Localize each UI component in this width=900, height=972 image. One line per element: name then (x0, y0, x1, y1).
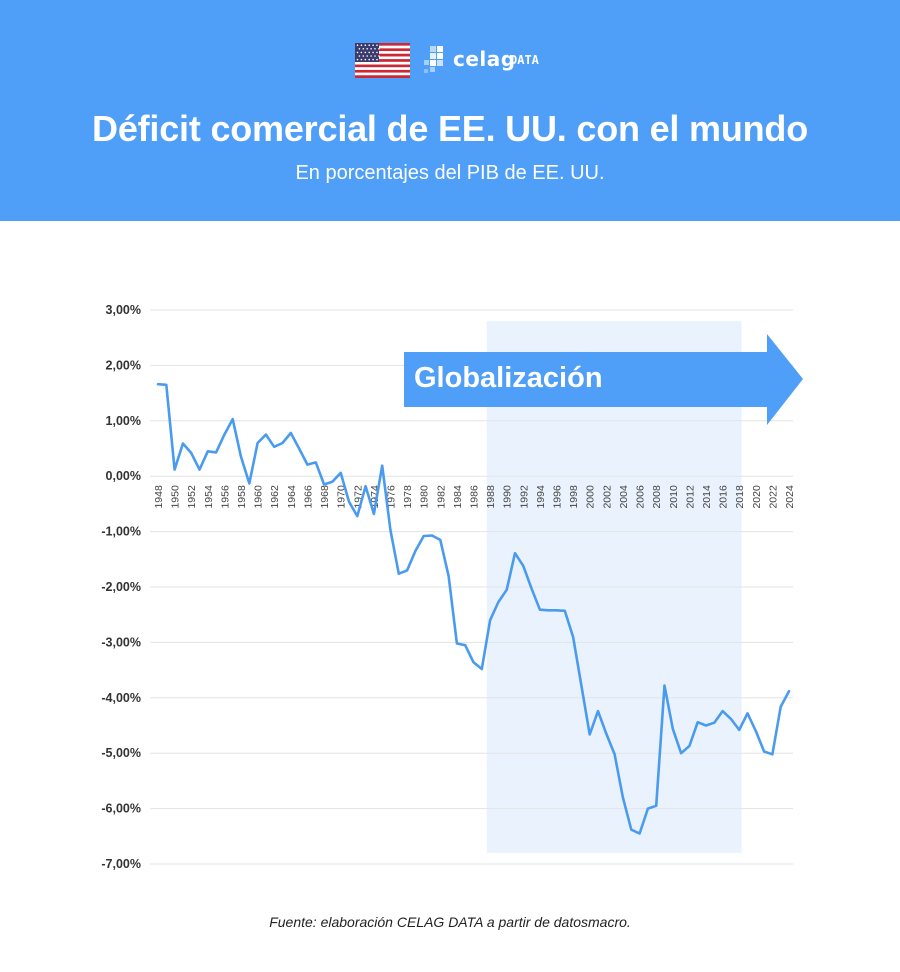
x-tick-label: 1950 (170, 485, 182, 509)
source-note: Fuente: elaboración CELAG DATA a partir … (269, 914, 631, 930)
x-tick-label: 2020 (751, 485, 763, 509)
y-tick-label: -5,00% (101, 746, 141, 760)
y-tick-label: 1,00% (106, 414, 141, 428)
x-tick-label: 2000 (585, 485, 597, 509)
x-tick-label: 1984 (452, 485, 464, 509)
y-tick-label: -7,00% (101, 857, 141, 871)
x-tick-label: 1954 (203, 485, 215, 509)
y-tick-label: -6,00% (101, 802, 141, 816)
x-tick-label: 1990 (502, 485, 514, 509)
y-tick-label: 2,00% (106, 358, 141, 372)
x-tick-label: 1998 (568, 485, 580, 509)
series-line (156, 382, 791, 835)
x-tick-label: 1996 (552, 485, 564, 509)
y-tick-label: -4,00% (101, 691, 141, 705)
line-chart: 3,00% 2,00% 1,00% 0,00% -1,00% -2,00% -3,00% -4… (101, 303, 803, 871)
x-tick-label: 1952 (186, 485, 198, 509)
x-tick-label: 2014 (701, 485, 713, 509)
us-flag-icon (355, 43, 410, 78)
x-tick-label: 1964 (286, 485, 298, 509)
logo-suffix: DATA (510, 53, 539, 67)
header-banner: celag DATA Déficit comercial de EE. UU. … (0, 0, 900, 221)
x-tick-label: 1960 (253, 485, 265, 509)
x-tick-label: 2002 (601, 485, 613, 509)
y-tick-label: 0,00% (106, 469, 141, 483)
x-tick-label: 1994 (535, 485, 547, 509)
x-tick-label: 2004 (618, 485, 630, 509)
arrow-label: Globalización (414, 362, 603, 394)
celag-data-logo: celag DATA (424, 44, 554, 78)
pixel-logo-icon (424, 46, 443, 73)
x-tick-label: 1988 (485, 485, 497, 509)
x-tick-label: 1976 (385, 485, 397, 509)
y-tick-label: -3,00% (101, 635, 141, 649)
y-tick-label: -2,00% (101, 580, 141, 594)
globalization-arrow: Globalización (404, 334, 803, 425)
x-tick-label: 2008 (651, 485, 663, 509)
x-tick-label: 1968 (319, 485, 331, 509)
chart-subtitle: En porcentajes del PIB de EE. UU. (295, 162, 605, 184)
logo-wordmark: celag (453, 47, 516, 71)
arrow-shape (404, 334, 803, 425)
x-tick-label: 2016 (718, 485, 730, 509)
x-tick-label: 1962 (269, 485, 281, 509)
x-tick-label: 2012 (684, 485, 696, 509)
chart-title: Déficit comercial de EE. UU. con el mund… (92, 108, 808, 149)
x-tick-label: 1948 (153, 485, 165, 509)
y-tick-label: 3,00% (106, 303, 141, 317)
x-tick-label: 1956 (219, 485, 231, 509)
x-tick-label: 1982 (435, 485, 447, 509)
x-tick-label: 2018 (734, 485, 746, 509)
x-tick-label: 1978 (402, 485, 414, 509)
x-tick-label: 2024 (784, 485, 796, 509)
x-tick-label: 2006 (635, 485, 647, 509)
x-tick-label: 2010 (668, 485, 680, 509)
x-tick-label: 1986 (469, 485, 481, 509)
x-tick-label: 2022 (767, 485, 779, 509)
x-tick-label: 1958 (236, 485, 248, 509)
x-tick-label: 1980 (419, 485, 431, 509)
y-tick-label: -1,00% (101, 525, 141, 539)
x-tick-label: 1966 (302, 485, 314, 509)
x-tick-label: 1992 (518, 485, 530, 509)
